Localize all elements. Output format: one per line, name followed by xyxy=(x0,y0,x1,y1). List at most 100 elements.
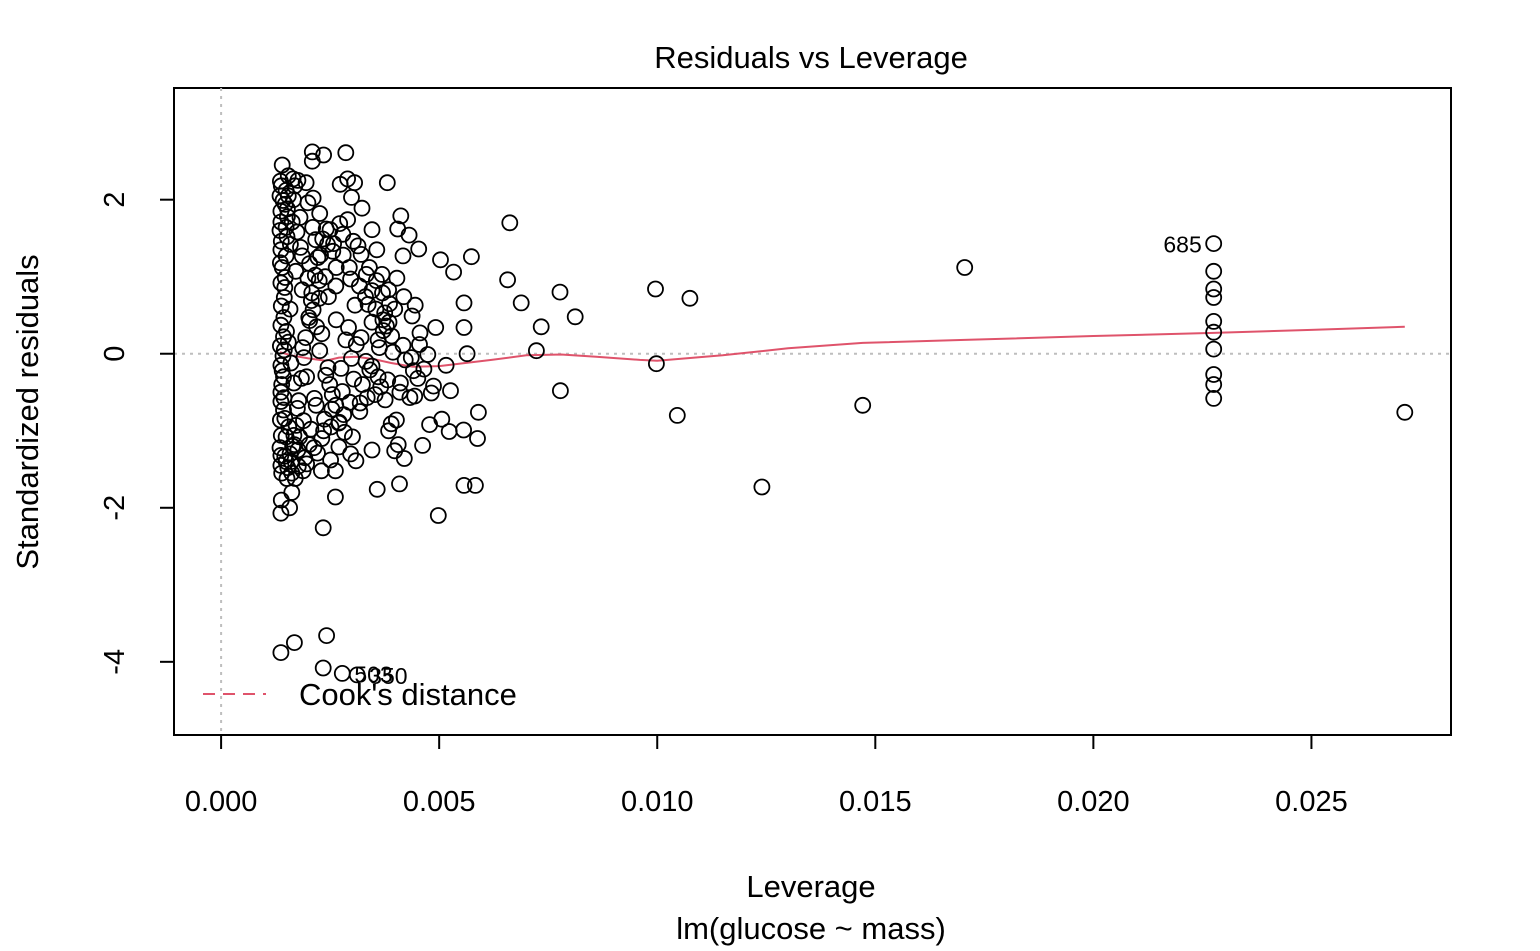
data-point xyxy=(274,192,292,209)
data-point xyxy=(388,269,406,287)
data-point xyxy=(367,300,385,318)
data-point xyxy=(272,393,290,410)
data-point xyxy=(273,376,291,393)
data-point xyxy=(276,269,294,286)
data-point xyxy=(368,480,386,498)
data-point xyxy=(272,644,290,661)
data-point xyxy=(469,430,486,447)
data-point xyxy=(566,308,584,326)
data-point xyxy=(321,376,339,393)
data-point xyxy=(310,272,328,290)
data-point xyxy=(352,245,370,263)
data-point xyxy=(458,345,476,363)
data-point xyxy=(378,174,396,192)
data-point xyxy=(374,284,391,302)
data-point xyxy=(437,356,455,374)
legend: Cook's distance xyxy=(203,677,517,712)
data-point xyxy=(327,396,345,414)
smoother-path xyxy=(279,325,1405,368)
data-point xyxy=(411,336,428,353)
smoother-line xyxy=(279,325,1405,368)
x-tick-label: 0.020 xyxy=(1057,786,1130,818)
data-point xyxy=(391,374,409,392)
data-point xyxy=(296,449,314,467)
data-point xyxy=(343,428,361,446)
data-point xyxy=(647,280,664,298)
x-axis: 0.000 0.005 0.010 0.015 0.020 0.025 xyxy=(185,734,1348,818)
data-point xyxy=(297,174,315,192)
data-point xyxy=(1396,403,1414,421)
data-point xyxy=(391,383,409,401)
data-point xyxy=(363,221,381,239)
data-point xyxy=(854,396,872,414)
data-point xyxy=(406,296,424,314)
data-point xyxy=(283,213,301,231)
x-tick-label: 0.010 xyxy=(621,786,694,818)
data-point xyxy=(327,311,345,329)
point-label-685: 685 xyxy=(1163,232,1201,258)
data-point xyxy=(277,247,295,265)
data-point xyxy=(391,475,408,493)
plot-area-frame xyxy=(173,87,1452,736)
data-point xyxy=(274,347,292,365)
data-point xyxy=(421,416,439,434)
y-tick-label: -2 xyxy=(99,495,131,521)
data-point xyxy=(271,172,289,190)
data-point xyxy=(326,488,344,506)
data-point xyxy=(368,241,386,259)
data-point xyxy=(410,240,428,258)
data-point xyxy=(276,195,294,213)
data-point xyxy=(272,504,290,522)
data-point xyxy=(501,214,519,232)
data-point xyxy=(1205,376,1223,393)
data-point xyxy=(288,399,306,417)
data-point xyxy=(392,207,410,225)
data-point xyxy=(394,336,412,354)
data-point xyxy=(324,242,342,260)
data-point xyxy=(442,382,459,400)
data-point xyxy=(307,231,325,249)
data-point xyxy=(325,235,343,253)
data-point xyxy=(350,277,368,295)
data-point xyxy=(303,284,321,302)
data-point xyxy=(317,220,335,238)
data-point xyxy=(311,205,329,222)
data-point xyxy=(314,659,332,677)
data-point xyxy=(1205,262,1223,280)
point-label-350: 350 xyxy=(369,663,407,689)
data-point xyxy=(303,143,321,161)
data-point xyxy=(462,248,480,266)
data-point xyxy=(276,279,294,296)
x-tick-label: 0.025 xyxy=(1275,786,1348,818)
data-point xyxy=(956,259,974,276)
data-point xyxy=(380,422,398,440)
data-point xyxy=(648,355,665,373)
data-point xyxy=(353,376,371,393)
data-point xyxy=(275,328,292,346)
data-point xyxy=(272,446,290,464)
data-point xyxy=(285,634,303,651)
data-point xyxy=(318,627,336,644)
data-point xyxy=(272,316,290,334)
data-point xyxy=(425,377,442,395)
data-point xyxy=(288,223,306,241)
data-point xyxy=(1205,280,1223,298)
y-axis-label: Standardized residuals xyxy=(10,254,45,569)
data-point xyxy=(455,294,473,312)
data-point xyxy=(411,324,429,342)
data-point xyxy=(455,476,473,494)
data-point xyxy=(1205,312,1223,330)
data-point xyxy=(528,342,545,360)
data-point xyxy=(322,451,340,469)
data-point xyxy=(345,370,363,388)
data-point xyxy=(369,331,387,349)
data-point xyxy=(1205,289,1223,306)
data-point xyxy=(305,389,323,407)
data-point xyxy=(277,428,295,446)
data-point xyxy=(346,296,364,314)
data-point xyxy=(351,394,369,412)
data-point xyxy=(344,232,362,250)
data-point xyxy=(285,191,302,209)
data-point xyxy=(445,263,463,281)
